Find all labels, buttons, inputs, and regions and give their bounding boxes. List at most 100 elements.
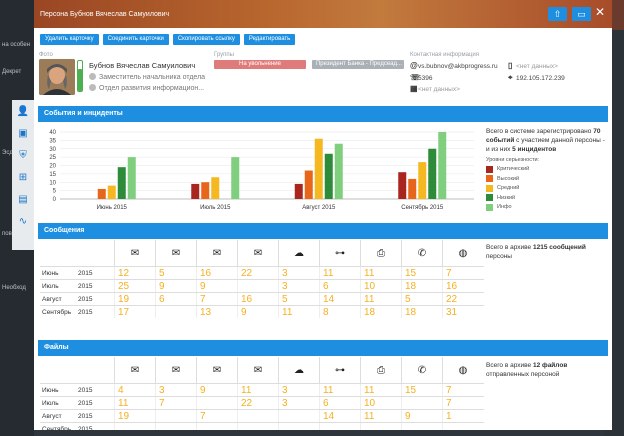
table-cell[interactable]: 7	[442, 267, 483, 279]
mail-check-icon[interactable]: ✉	[155, 357, 196, 383]
table-cell[interactable]: 6	[155, 293, 196, 305]
table-cell[interactable]: 7	[442, 397, 483, 409]
table-cell[interactable]: 18	[401, 280, 442, 292]
table-cell[interactable]: 3	[278, 280, 319, 292]
table-cell[interactable]: 19	[114, 410, 155, 422]
usb-icon[interactable]: ⊶	[319, 357, 360, 383]
table-cell[interactable]: 22	[237, 267, 278, 279]
table-cell[interactable]: 11	[278, 306, 319, 318]
close-icon[interactable]: ✕	[594, 5, 605, 19]
upload-icon: ⇧	[553, 8, 562, 19]
person-icon[interactable]: 👤	[16, 105, 30, 117]
network-icon[interactable]: ⊞	[18, 171, 28, 183]
table-cell[interactable]: 1	[442, 410, 483, 422]
table-cell[interactable]: 10	[360, 397, 401, 409]
mail-check-icon[interactable]: ✉	[196, 240, 237, 266]
printer-icon[interactable]: ⎙	[360, 357, 401, 383]
table-cell[interactable]: 9	[196, 280, 237, 292]
mail-icon[interactable]: ✉	[114, 357, 155, 383]
table-cell[interactable]: 5	[401, 293, 442, 305]
table-cell[interactable]: 17	[114, 306, 155, 318]
edit-button[interactable]: Редактировать	[243, 34, 296, 45]
table-cell[interactable]: 15	[401, 267, 442, 279]
table-cell[interactable]: 19	[114, 293, 155, 305]
mail-icon[interactable]: ✉	[114, 240, 155, 266]
table-cell[interactable]: 7	[196, 410, 237, 422]
mail-check-icon[interactable]: ✉	[155, 240, 196, 266]
table-cell[interactable]: 11	[114, 397, 155, 409]
table-cell[interactable]: 8	[319, 306, 360, 318]
table-cell[interactable]: 9	[196, 384, 237, 396]
table-cell[interactable]: 11	[237, 384, 278, 396]
briefcase-icon[interactable]: ▣	[18, 127, 28, 139]
row-year: 2015	[78, 400, 93, 407]
link-icon[interactable]: ∿	[18, 215, 28, 227]
web-icon[interactable]: ◍	[442, 357, 483, 383]
table-cell[interactable]: 11	[319, 384, 360, 396]
table-cell[interactable]: 11	[319, 267, 360, 279]
table-cell[interactable]: 25	[114, 280, 155, 292]
person-icon	[89, 73, 96, 80]
chat-icon[interactable]: ✆	[401, 240, 442, 266]
table-cell[interactable]: 16	[442, 280, 483, 292]
cloud-upload-icon[interactable]: ☁	[278, 357, 319, 383]
table-row: Сентябрь 2015	[40, 422, 484, 430]
table-cell[interactable]: 7	[196, 293, 237, 305]
table-cell[interactable]: 11	[360, 384, 401, 396]
table-cell[interactable]: 4	[114, 384, 155, 396]
table-cell[interactable]: 16	[237, 293, 278, 305]
table-cell[interactable]: 5	[155, 267, 196, 279]
mail-check-icon[interactable]: ✉	[196, 357, 237, 383]
table-cell[interactable]: 7	[442, 384, 483, 396]
merge-cards-button[interactable]: Соединить карточки	[102, 34, 169, 45]
mail-x-icon[interactable]: ✉	[237, 240, 278, 266]
table-cell[interactable]: 5	[278, 293, 319, 305]
table-cell[interactable]: 11	[360, 267, 401, 279]
phone-icon: ☏	[410, 73, 421, 82]
group-badge[interactable]: На увольнение	[214, 60, 306, 69]
table-cell[interactable]: 14	[319, 410, 360, 422]
cloud-upload-icon[interactable]: ☁	[278, 240, 319, 266]
table-cell[interactable]: 3	[278, 384, 319, 396]
web-icon[interactable]: ◍	[442, 240, 483, 266]
upload-button[interactable]: ⇧	[548, 7, 567, 21]
delete-card-button[interactable]: Удалить карточку	[40, 34, 99, 45]
chart-bar	[438, 132, 447, 199]
printer-icon[interactable]: ⎙	[360, 240, 401, 266]
table-cell[interactable]: 12	[114, 267, 155, 279]
table-cell[interactable]: 11	[360, 410, 401, 422]
table-cell[interactable]: 22	[442, 293, 483, 305]
legend-item: Инфо	[486, 203, 539, 213]
table-cell[interactable]: 10	[360, 280, 401, 292]
table-cell[interactable]: 15	[401, 384, 442, 396]
usb-icon[interactable]: ⊶	[319, 240, 360, 266]
table-cell[interactable]: 18	[401, 306, 442, 318]
table-cell[interactable]: 6	[319, 280, 360, 292]
group-badge[interactable]: Президент Банка - Предсеад...	[311, 60, 404, 69]
print-button[interactable]: ▭	[572, 7, 591, 21]
table-cell[interactable]: 18	[360, 306, 401, 318]
table-cell[interactable]: 7	[155, 397, 196, 409]
chart-bar	[107, 185, 116, 199]
table-cell[interactable]: 9	[237, 306, 278, 318]
table-cell[interactable]: 3	[278, 397, 319, 409]
table-cell[interactable]: 3	[278, 267, 319, 279]
table-cell[interactable]: 16	[196, 267, 237, 279]
table-cell[interactable]: 14	[319, 293, 360, 305]
table-cell[interactable]: 31	[442, 306, 483, 318]
table-cell	[196, 423, 237, 430]
document-icon[interactable]: ▤	[18, 193, 28, 205]
table-cell[interactable]: 11	[360, 293, 401, 305]
copy-link-button[interactable]: Скопировать ссылку	[172, 34, 240, 45]
chat-icon[interactable]: ✆	[401, 357, 442, 383]
table-cell[interactable]: 9	[401, 410, 442, 422]
table-cell[interactable]: 13	[196, 306, 237, 318]
person-name: Бубнов Вячеслав Самуилович	[89, 61, 196, 70]
shield-icon[interactable]: ⛨	[19, 149, 27, 161]
table-cell[interactable]: 9	[155, 280, 196, 292]
table-cell[interactable]: 22	[237, 397, 278, 409]
table-cell[interactable]: 3	[155, 384, 196, 396]
table-cell[interactable]: 6	[319, 397, 360, 409]
mail-x-icon[interactable]: ✉	[237, 357, 278, 383]
background-icon-bar: 👤 ▣ ⛨ ⊞ ▤ ∿	[12, 100, 34, 250]
